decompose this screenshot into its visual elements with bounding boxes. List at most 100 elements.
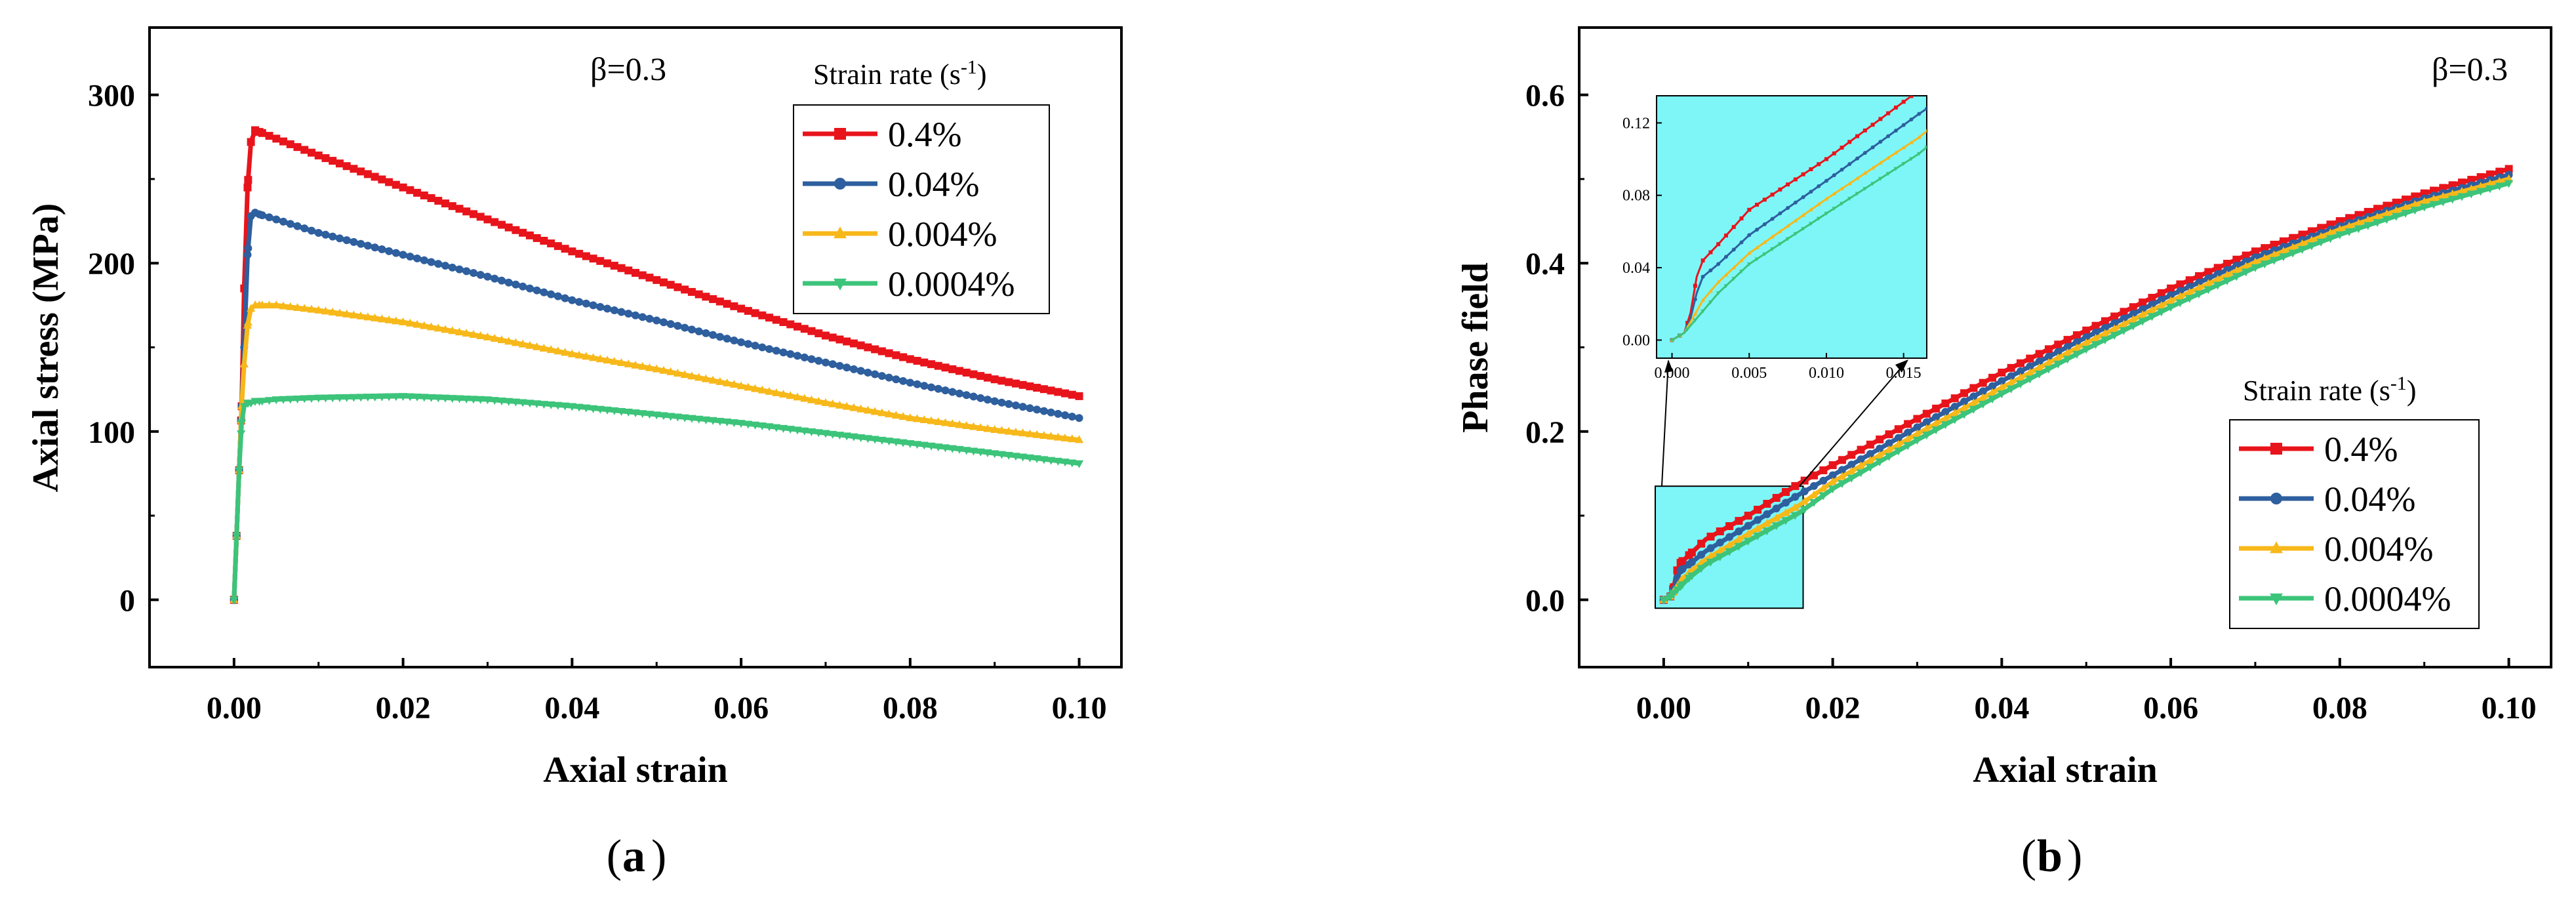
data-point: [512, 226, 520, 234]
data-point: [681, 285, 689, 294]
data-point: [525, 231, 534, 239]
data-point: [497, 335, 506, 344]
inset-data-point: [1731, 247, 1736, 252]
data-point: [300, 146, 309, 154]
data-point: [1005, 399, 1013, 408]
data-point: [1828, 477, 1838, 485]
data-point: [680, 414, 689, 422]
data-point: [2438, 198, 2447, 207]
data-point: [2269, 250, 2279, 258]
inset-data-point: [1778, 242, 1782, 247]
data-point: [1819, 492, 1828, 501]
inset-data-point: [1824, 196, 1829, 201]
inset-data-point: [1940, 133, 1944, 136]
data-point: [251, 126, 260, 134]
caption-b-letter: b: [2037, 831, 2063, 882]
data-point: [1772, 513, 1781, 522]
data-point: [2335, 231, 2345, 239]
data-point: [2147, 305, 2157, 314]
data-point: [462, 207, 471, 216]
data-point: [976, 394, 985, 402]
data-point: [1979, 387, 1987, 396]
inset-data-point: [1963, 58, 1967, 62]
inset-data-point: [1870, 145, 1875, 150]
inset-data-point: [1824, 157, 1828, 161]
data-point: [539, 344, 548, 352]
data-point: [293, 222, 302, 230]
data-point: [300, 304, 309, 312]
inset-data-point: [1855, 156, 1860, 161]
data-point: [1866, 450, 1874, 458]
data-point: [251, 209, 260, 217]
data-point: [624, 409, 633, 417]
data-point: [448, 263, 456, 272]
inset-data-point: [1909, 96, 1914, 98]
data-point: [1697, 539, 1706, 548]
data-point: [1828, 471, 1837, 480]
inset-data-point: [1762, 222, 1767, 226]
data-point: [680, 370, 689, 378]
y-tick-label: 200: [88, 247, 135, 281]
chart-a-series: [230, 126, 1084, 605]
data-point: [617, 308, 626, 316]
data-point: [1931, 419, 1941, 427]
data-point: [645, 411, 654, 419]
data-point: [885, 373, 893, 382]
data-point: [1875, 450, 1884, 459]
data-point: [856, 404, 866, 413]
data-point: [1772, 522, 1781, 531]
inset-data-point: [1708, 250, 1713, 255]
data-point: [1047, 457, 1056, 465]
data-point: [778, 390, 788, 398]
data-point: [2401, 203, 2410, 211]
data-point: [912, 441, 922, 449]
data-point: [645, 274, 654, 282]
data-point: [2345, 221, 2354, 230]
data-point: [371, 243, 379, 252]
data-point: [392, 180, 400, 189]
data-point: [2223, 277, 2232, 285]
data-point: [525, 399, 534, 408]
data-point: [539, 401, 548, 409]
data-point: [349, 394, 359, 402]
inset-data-point: [1701, 274, 1705, 279]
data-point: [1018, 428, 1028, 437]
data-point: [1047, 386, 1055, 395]
legend-label: 0.04%: [2324, 480, 2415, 519]
inset-data-point: [1809, 207, 1813, 212]
svg-text:): ): [651, 831, 666, 882]
data-point: [976, 372, 985, 380]
data-point: [2185, 295, 2194, 303]
data-point: [567, 349, 576, 358]
data-point: [997, 377, 1006, 385]
data-point: [470, 210, 477, 218]
data-point: [2251, 257, 2260, 266]
inset-data-point: [1747, 207, 1752, 212]
inset-data-point: [1893, 105, 1898, 110]
legend-label: 0.0004%: [2324, 579, 2451, 619]
data-point: [2110, 331, 2119, 340]
data-point: [940, 418, 950, 426]
data-point: [420, 321, 429, 329]
chart-b-x-ticks: 0.00 0.02 0.04 0.06 0.08 0.10: [1636, 658, 2537, 726]
data-point: [308, 148, 315, 157]
data-point: [1716, 553, 1725, 562]
inset-data-point: [1963, 113, 1968, 117]
data-point: [892, 375, 900, 384]
data-point: [1687, 558, 1696, 567]
inset-data-point: [1885, 155, 1891, 160]
inset-data-point: [1785, 224, 1790, 228]
data-point: [2335, 224, 2345, 233]
data-point: [1053, 432, 1062, 441]
data-point: [596, 256, 605, 265]
inset-data-point: [1933, 79, 1937, 83]
data-point: [1904, 420, 1912, 428]
data-point: [1950, 403, 1959, 411]
data-point: [1950, 394, 1959, 403]
data-point: [955, 420, 964, 428]
inset-data-point: [1746, 251, 1752, 255]
data-point: [2195, 278, 2204, 287]
inset-data-point: [1870, 165, 1875, 170]
data-point: [1061, 389, 1070, 398]
inset-data-point: [1862, 186, 1868, 191]
